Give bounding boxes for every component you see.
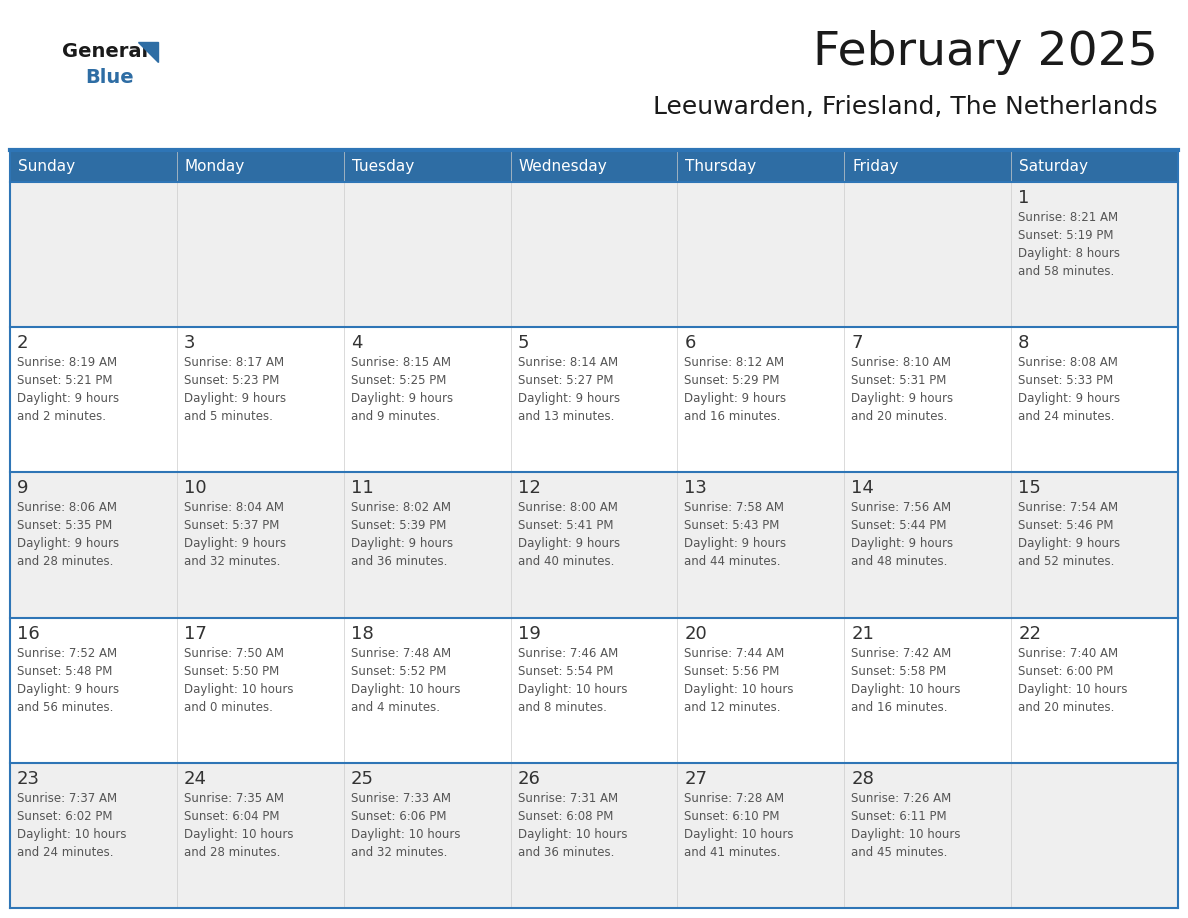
Text: Sunrise: 8:12 AM
Sunset: 5:29 PM
Daylight: 9 hours
and 16 minutes.: Sunrise: 8:12 AM Sunset: 5:29 PM Dayligh…: [684, 356, 786, 423]
Text: Sunrise: 8:17 AM
Sunset: 5:23 PM
Daylight: 9 hours
and 5 minutes.: Sunrise: 8:17 AM Sunset: 5:23 PM Dayligh…: [184, 356, 286, 423]
Text: Thursday: Thursday: [685, 159, 757, 174]
Text: Sunrise: 7:46 AM
Sunset: 5:54 PM
Daylight: 10 hours
and 8 minutes.: Sunrise: 7:46 AM Sunset: 5:54 PM Dayligh…: [518, 646, 627, 713]
Text: Tuesday: Tuesday: [352, 159, 413, 174]
Text: 23: 23: [17, 770, 40, 788]
Text: Sunrise: 7:40 AM
Sunset: 6:00 PM
Daylight: 10 hours
and 20 minutes.: Sunrise: 7:40 AM Sunset: 6:00 PM Dayligh…: [1018, 646, 1127, 713]
Bar: [10, 618, 1178, 763]
Text: 25: 25: [350, 770, 374, 788]
Text: General: General: [62, 42, 148, 61]
Text: Sunrise: 7:44 AM
Sunset: 5:56 PM
Daylight: 10 hours
and 12 minutes.: Sunrise: 7:44 AM Sunset: 5:56 PM Dayligh…: [684, 646, 794, 713]
Text: 9: 9: [17, 479, 29, 498]
Text: Sunrise: 7:35 AM
Sunset: 6:04 PM
Daylight: 10 hours
and 28 minutes.: Sunrise: 7:35 AM Sunset: 6:04 PM Dayligh…: [184, 792, 293, 859]
Text: Sunrise: 8:02 AM
Sunset: 5:39 PM
Daylight: 9 hours
and 36 minutes.: Sunrise: 8:02 AM Sunset: 5:39 PM Dayligh…: [350, 501, 453, 568]
Text: 20: 20: [684, 624, 707, 643]
Text: 7: 7: [852, 334, 862, 353]
Text: 16: 16: [17, 624, 39, 643]
Text: 2: 2: [17, 334, 29, 353]
Text: Sunrise: 7:56 AM
Sunset: 5:44 PM
Daylight: 9 hours
and 48 minutes.: Sunrise: 7:56 AM Sunset: 5:44 PM Dayligh…: [852, 501, 954, 568]
Text: February 2025: February 2025: [813, 30, 1158, 75]
Text: 3: 3: [184, 334, 195, 353]
Text: Sunrise: 7:31 AM
Sunset: 6:08 PM
Daylight: 10 hours
and 36 minutes.: Sunrise: 7:31 AM Sunset: 6:08 PM Dayligh…: [518, 792, 627, 859]
Text: Monday: Monday: [185, 159, 245, 174]
Bar: [10, 182, 1178, 327]
Text: 13: 13: [684, 479, 707, 498]
Text: Sunrise: 7:48 AM
Sunset: 5:52 PM
Daylight: 10 hours
and 4 minutes.: Sunrise: 7:48 AM Sunset: 5:52 PM Dayligh…: [350, 646, 460, 713]
Text: Leeuwarden, Friesland, The Netherlands: Leeuwarden, Friesland, The Netherlands: [653, 95, 1158, 119]
Text: 1: 1: [1018, 189, 1030, 207]
Text: Sunrise: 7:37 AM
Sunset: 6:02 PM
Daylight: 10 hours
and 24 minutes.: Sunrise: 7:37 AM Sunset: 6:02 PM Dayligh…: [17, 792, 126, 859]
Text: 19: 19: [518, 624, 541, 643]
Bar: [10, 763, 1178, 908]
Text: 17: 17: [184, 624, 207, 643]
Text: Wednesday: Wednesday: [519, 159, 607, 174]
Text: 6: 6: [684, 334, 696, 353]
Text: Sunrise: 7:50 AM
Sunset: 5:50 PM
Daylight: 10 hours
and 0 minutes.: Sunrise: 7:50 AM Sunset: 5:50 PM Dayligh…: [184, 646, 293, 713]
Text: 12: 12: [518, 479, 541, 498]
Bar: [10, 150, 1178, 182]
Text: 28: 28: [852, 770, 874, 788]
Text: Sunrise: 8:15 AM
Sunset: 5:25 PM
Daylight: 9 hours
and 9 minutes.: Sunrise: 8:15 AM Sunset: 5:25 PM Dayligh…: [350, 356, 453, 423]
Text: 14: 14: [852, 479, 874, 498]
Text: Sunrise: 7:28 AM
Sunset: 6:10 PM
Daylight: 10 hours
and 41 minutes.: Sunrise: 7:28 AM Sunset: 6:10 PM Dayligh…: [684, 792, 794, 859]
Text: Sunrise: 7:42 AM
Sunset: 5:58 PM
Daylight: 10 hours
and 16 minutes.: Sunrise: 7:42 AM Sunset: 5:58 PM Dayligh…: [852, 646, 961, 713]
Text: Sunrise: 8:21 AM
Sunset: 5:19 PM
Daylight: 8 hours
and 58 minutes.: Sunrise: 8:21 AM Sunset: 5:19 PM Dayligh…: [1018, 211, 1120, 278]
Text: 8: 8: [1018, 334, 1030, 353]
Text: Friday: Friday: [852, 159, 898, 174]
Text: Sunrise: 8:08 AM
Sunset: 5:33 PM
Daylight: 9 hours
and 24 minutes.: Sunrise: 8:08 AM Sunset: 5:33 PM Dayligh…: [1018, 356, 1120, 423]
Text: Sunrise: 8:06 AM
Sunset: 5:35 PM
Daylight: 9 hours
and 28 minutes.: Sunrise: 8:06 AM Sunset: 5:35 PM Dayligh…: [17, 501, 119, 568]
Text: 18: 18: [350, 624, 373, 643]
Text: Sunrise: 8:04 AM
Sunset: 5:37 PM
Daylight: 9 hours
and 32 minutes.: Sunrise: 8:04 AM Sunset: 5:37 PM Dayligh…: [184, 501, 286, 568]
Bar: [10, 327, 1178, 473]
Text: Sunrise: 8:19 AM
Sunset: 5:21 PM
Daylight: 9 hours
and 2 minutes.: Sunrise: 8:19 AM Sunset: 5:21 PM Dayligh…: [17, 356, 119, 423]
Text: 15: 15: [1018, 479, 1041, 498]
Bar: [10, 473, 1178, 618]
Text: Sunrise: 8:10 AM
Sunset: 5:31 PM
Daylight: 9 hours
and 20 minutes.: Sunrise: 8:10 AM Sunset: 5:31 PM Dayligh…: [852, 356, 954, 423]
Text: Blue: Blue: [86, 68, 133, 87]
Text: 5: 5: [518, 334, 529, 353]
Text: 21: 21: [852, 624, 874, 643]
Text: Sunrise: 8:14 AM
Sunset: 5:27 PM
Daylight: 9 hours
and 13 minutes.: Sunrise: 8:14 AM Sunset: 5:27 PM Dayligh…: [518, 356, 620, 423]
Text: Sunrise: 7:52 AM
Sunset: 5:48 PM
Daylight: 9 hours
and 56 minutes.: Sunrise: 7:52 AM Sunset: 5:48 PM Dayligh…: [17, 646, 119, 713]
Text: Sunrise: 8:00 AM
Sunset: 5:41 PM
Daylight: 9 hours
and 40 minutes.: Sunrise: 8:00 AM Sunset: 5:41 PM Dayligh…: [518, 501, 620, 568]
Text: 24: 24: [184, 770, 207, 788]
Text: Sunday: Sunday: [18, 159, 75, 174]
Text: 26: 26: [518, 770, 541, 788]
Text: 11: 11: [350, 479, 373, 498]
Text: 27: 27: [684, 770, 707, 788]
Polygon shape: [138, 42, 158, 62]
Text: Sunrise: 7:26 AM
Sunset: 6:11 PM
Daylight: 10 hours
and 45 minutes.: Sunrise: 7:26 AM Sunset: 6:11 PM Dayligh…: [852, 792, 961, 859]
Text: Sunrise: 7:33 AM
Sunset: 6:06 PM
Daylight: 10 hours
and 32 minutes.: Sunrise: 7:33 AM Sunset: 6:06 PM Dayligh…: [350, 792, 460, 859]
Text: Sunrise: 7:58 AM
Sunset: 5:43 PM
Daylight: 9 hours
and 44 minutes.: Sunrise: 7:58 AM Sunset: 5:43 PM Dayligh…: [684, 501, 786, 568]
Text: 22: 22: [1018, 624, 1041, 643]
Text: Sunrise: 7:54 AM
Sunset: 5:46 PM
Daylight: 9 hours
and 52 minutes.: Sunrise: 7:54 AM Sunset: 5:46 PM Dayligh…: [1018, 501, 1120, 568]
Text: 10: 10: [184, 479, 207, 498]
Text: Saturday: Saturday: [1019, 159, 1088, 174]
Text: 4: 4: [350, 334, 362, 353]
